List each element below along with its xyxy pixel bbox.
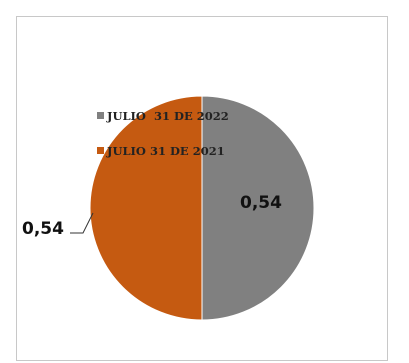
legend-swatch-2021 [97,147,104,154]
legend-item-2021: JULIO 31 DE 2021 [97,143,229,158]
data-label-2022: 0,54 [240,193,282,213]
legend-label-2022: JULIO 31 DE 2022 [107,108,229,123]
pie-slice-2022 [201,95,315,321]
pie-slice-2021 [89,95,203,321]
legend-label-2021: JULIO 31 DE 2021 [107,143,225,158]
legend-swatch-2022 [97,112,104,119]
legend-item-2022: JULIO 31 DE 2022 [97,108,229,123]
leader-line-2021 [70,212,94,234]
data-label-2021: 0,54 [22,219,64,239]
chart-legend: JULIO 31 DE 2022 JULIO 31 DE 2021 [97,108,229,178]
